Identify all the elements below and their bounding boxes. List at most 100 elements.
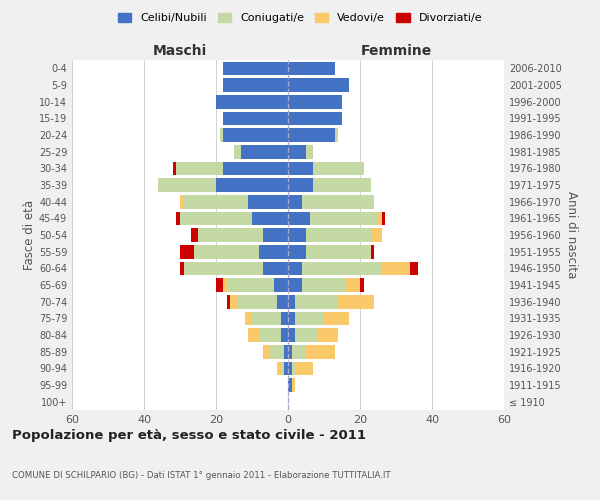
Bar (382, 262, 410, 275)
Text: Femmine: Femmine (361, 44, 431, 59)
Bar (223, 62, 288, 75)
Y-axis label: Fasce di età: Fasce di età (23, 200, 36, 270)
Bar (281, 312, 288, 325)
Bar (234, 145, 241, 158)
Bar (259, 328, 281, 342)
Bar (292, 378, 295, 392)
Bar (173, 162, 176, 175)
Bar (270, 345, 284, 358)
Text: COMUNE DI SCHILPARIO (BG) - Dati ISTAT 1° gennaio 2011 - Elaborazione TUTTITALIA: COMUNE DI SCHILPARIO (BG) - Dati ISTAT 1… (12, 471, 391, 480)
Bar (288, 228, 306, 242)
Bar (180, 212, 252, 225)
Bar (288, 312, 295, 325)
Bar (277, 362, 281, 375)
Bar (216, 278, 223, 292)
Bar (288, 162, 313, 175)
Bar (288, 112, 342, 125)
Bar (306, 245, 371, 258)
Bar (378, 212, 382, 225)
Bar (292, 345, 306, 358)
Bar (241, 145, 288, 158)
Text: Maschi: Maschi (153, 44, 207, 59)
Bar (223, 278, 227, 292)
Bar (284, 362, 288, 375)
Bar (346, 278, 360, 292)
Bar (288, 128, 335, 142)
Bar (158, 178, 216, 192)
Bar (180, 245, 194, 258)
Bar (295, 328, 317, 342)
Bar (310, 212, 378, 225)
Text: Popolazione per età, sesso e stato civile - 2011: Popolazione per età, sesso e stato civil… (12, 430, 366, 442)
Bar (371, 245, 374, 258)
Bar (313, 162, 364, 175)
Bar (288, 62, 335, 75)
Bar (313, 178, 371, 192)
Bar (191, 228, 198, 242)
Bar (288, 95, 342, 108)
Bar (223, 128, 288, 142)
Bar (324, 312, 349, 325)
Bar (184, 262, 263, 275)
Bar (288, 212, 310, 225)
Bar (371, 228, 382, 242)
Bar (288, 262, 302, 275)
Bar (288, 362, 292, 375)
Bar (223, 162, 288, 175)
Bar (198, 228, 263, 242)
Bar (281, 328, 288, 342)
Bar (180, 262, 184, 275)
Bar (288, 378, 292, 392)
Bar (176, 212, 180, 225)
Bar (306, 145, 313, 158)
Bar (295, 295, 338, 308)
Bar (382, 212, 385, 225)
Bar (230, 295, 238, 308)
Bar (263, 228, 288, 242)
Bar (338, 295, 374, 308)
Bar (295, 362, 313, 375)
Bar (317, 328, 338, 342)
Bar (277, 295, 288, 308)
Bar (227, 278, 274, 292)
Bar (238, 295, 277, 308)
Bar (223, 78, 288, 92)
Bar (184, 195, 248, 208)
Bar (288, 328, 295, 342)
Bar (288, 78, 349, 92)
Bar (216, 95, 288, 108)
Bar (223, 112, 288, 125)
Bar (288, 178, 313, 192)
Bar (176, 162, 223, 175)
Bar (360, 278, 364, 292)
Bar (252, 212, 288, 225)
Bar (292, 362, 295, 375)
Bar (302, 278, 346, 292)
Bar (248, 195, 288, 208)
Bar (306, 228, 371, 242)
Bar (248, 328, 259, 342)
Bar (180, 195, 184, 208)
Bar (284, 345, 288, 358)
Bar (288, 195, 302, 208)
Bar (259, 245, 288, 258)
Bar (410, 262, 418, 275)
Legend: Celibi/Nubili, Coniugati/e, Vedovi/e, Divorziati/e: Celibi/Nubili, Coniugati/e, Vedovi/e, Di… (113, 8, 487, 28)
Bar (306, 345, 335, 358)
Bar (281, 362, 284, 375)
Bar (274, 278, 288, 292)
Bar (295, 312, 324, 325)
Bar (194, 245, 259, 258)
Bar (245, 312, 252, 325)
Bar (252, 312, 281, 325)
Y-axis label: Anni di nascita: Anni di nascita (565, 192, 578, 278)
Bar (288, 245, 306, 258)
Bar (302, 195, 374, 208)
Bar (288, 345, 292, 358)
Bar (288, 278, 302, 292)
Bar (216, 178, 288, 192)
Bar (288, 295, 295, 308)
Bar (288, 145, 306, 158)
Bar (220, 128, 223, 142)
Bar (227, 295, 230, 308)
